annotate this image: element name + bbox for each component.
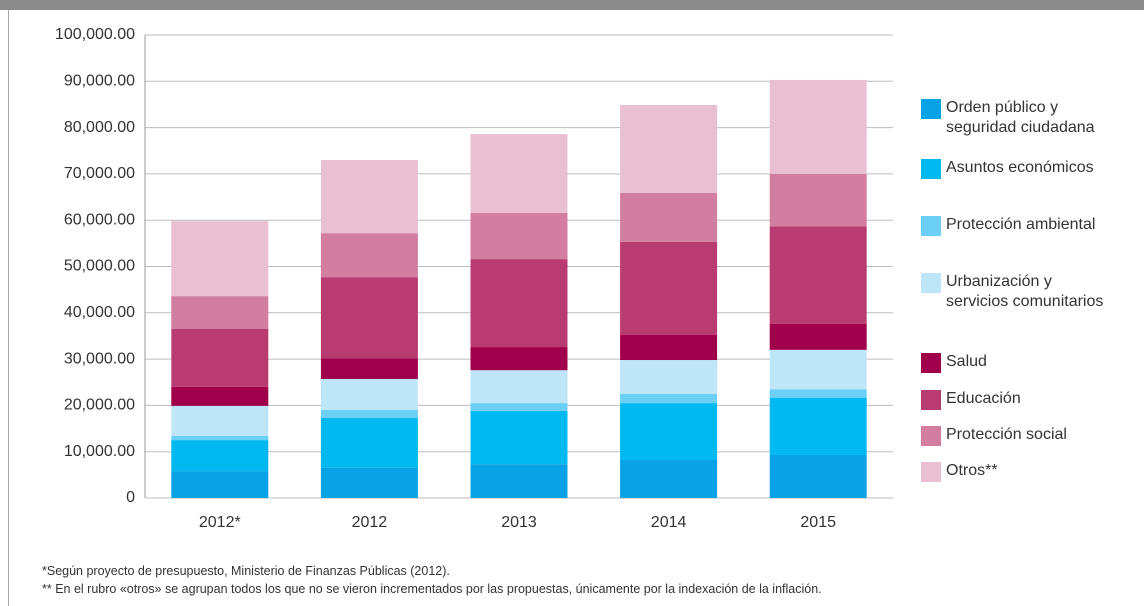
bar-segment bbox=[620, 360, 718, 394]
bar-segment bbox=[769, 454, 867, 498]
bar-segment bbox=[620, 104, 718, 193]
bar-segment bbox=[620, 192, 718, 242]
legend-label: Protección ambiental bbox=[946, 216, 1096, 233]
bar-segment bbox=[320, 358, 418, 380]
bar-segment bbox=[769, 389, 867, 398]
y-tick-label: 30,000.00 bbox=[64, 350, 135, 367]
bar-segment bbox=[470, 259, 568, 348]
y-tick-label: 80,000.00 bbox=[64, 119, 135, 136]
bar-segment bbox=[769, 173, 867, 227]
bar-segment bbox=[470, 370, 568, 404]
bar-segment bbox=[320, 160, 418, 234]
legend-label: Orden público y seguridad ciudadana bbox=[946, 99, 1095, 136]
legend-swatch bbox=[921, 353, 941, 373]
legend-swatch bbox=[921, 159, 941, 179]
legend-swatch bbox=[921, 99, 941, 119]
legend-swatch bbox=[921, 390, 941, 410]
legend-item: Educación bbox=[921, 389, 1106, 410]
legend-label: Urbanización y servicios comunitarios bbox=[946, 273, 1104, 310]
legend-swatch bbox=[921, 426, 941, 446]
bar-segment bbox=[171, 221, 269, 297]
bar-segment bbox=[320, 379, 418, 411]
legend-swatch bbox=[921, 216, 941, 236]
y-tick-label: 0 bbox=[126, 489, 135, 506]
bar-segment bbox=[769, 79, 867, 174]
legend-item: Protección ambiental bbox=[921, 215, 1106, 236]
legend-label: Asuntos económicos bbox=[946, 159, 1094, 176]
legend-item: Protección social bbox=[921, 425, 1106, 446]
bar-segment bbox=[470, 410, 568, 465]
x-tick-label: 2012* bbox=[199, 514, 241, 531]
legend-swatch bbox=[921, 273, 941, 293]
legend-item: Asuntos económicos bbox=[921, 158, 1106, 179]
bar-segment bbox=[769, 226, 867, 324]
y-tick-label: 70,000.00 bbox=[64, 165, 135, 182]
legend-label: Protección social bbox=[946, 426, 1067, 443]
legend-item: Orden público y seguridad ciudadana bbox=[921, 98, 1106, 138]
bar-segment bbox=[470, 464, 568, 498]
bar-segment bbox=[171, 405, 269, 436]
bar-segment bbox=[620, 403, 718, 461]
legend-label: Educación bbox=[946, 390, 1021, 407]
bar-segment bbox=[620, 241, 718, 336]
bar-segment bbox=[320, 277, 418, 359]
x-tick-label: 2012 bbox=[352, 514, 388, 531]
bar-segment bbox=[171, 471, 269, 498]
bar-segment bbox=[470, 403, 568, 411]
left-rule bbox=[8, 10, 9, 606]
bar-segment bbox=[171, 440, 269, 472]
y-tick-label: 10,000.00 bbox=[64, 443, 135, 460]
legend-label: Salud bbox=[946, 353, 987, 370]
footnote: *Según proyecto de presupuesto, Minister… bbox=[42, 564, 450, 578]
legend-item: Salud bbox=[921, 352, 1106, 373]
legend-swatch bbox=[921, 462, 941, 482]
bar-segment bbox=[620, 460, 718, 498]
bar-segment bbox=[470, 347, 568, 371]
bar-segment bbox=[320, 467, 418, 498]
bar-segment bbox=[470, 212, 568, 260]
x-tick-label: 2014 bbox=[651, 514, 687, 531]
bar-segment bbox=[769, 323, 867, 350]
bar-segment bbox=[620, 393, 718, 404]
x-tick-label: 2015 bbox=[800, 514, 836, 531]
bar-segment bbox=[470, 134, 568, 213]
bar-segment bbox=[171, 435, 269, 441]
y-tick-label: 40,000.00 bbox=[64, 304, 135, 321]
bar-segment bbox=[769, 349, 867, 390]
y-tick-label: 50,000.00 bbox=[64, 258, 135, 275]
bar-segment bbox=[171, 329, 269, 387]
y-tick-label: 20,000.00 bbox=[64, 397, 135, 414]
top-band bbox=[0, 0, 1144, 10]
y-tick-label: 60,000.00 bbox=[64, 211, 135, 228]
bar-segment bbox=[769, 397, 867, 455]
y-tick-label: 100,000.00 bbox=[55, 26, 135, 43]
x-tick-label: 2013 bbox=[501, 514, 537, 531]
legend-item: Urbanización y servicios comunitarios bbox=[921, 272, 1106, 312]
bar-segment bbox=[171, 296, 269, 330]
legend-item: Otros** bbox=[921, 461, 1106, 482]
bar-segment bbox=[620, 335, 718, 361]
legend-label: Otros** bbox=[946, 462, 998, 479]
y-tick-label: 90,000.00 bbox=[64, 73, 135, 90]
bar-segment bbox=[320, 417, 418, 468]
bar-segment bbox=[320, 410, 418, 418]
bar-segment bbox=[171, 386, 269, 406]
bar-segment bbox=[320, 233, 418, 278]
footnote: ** En el rubro «otros» se agrupan todos … bbox=[42, 582, 822, 596]
